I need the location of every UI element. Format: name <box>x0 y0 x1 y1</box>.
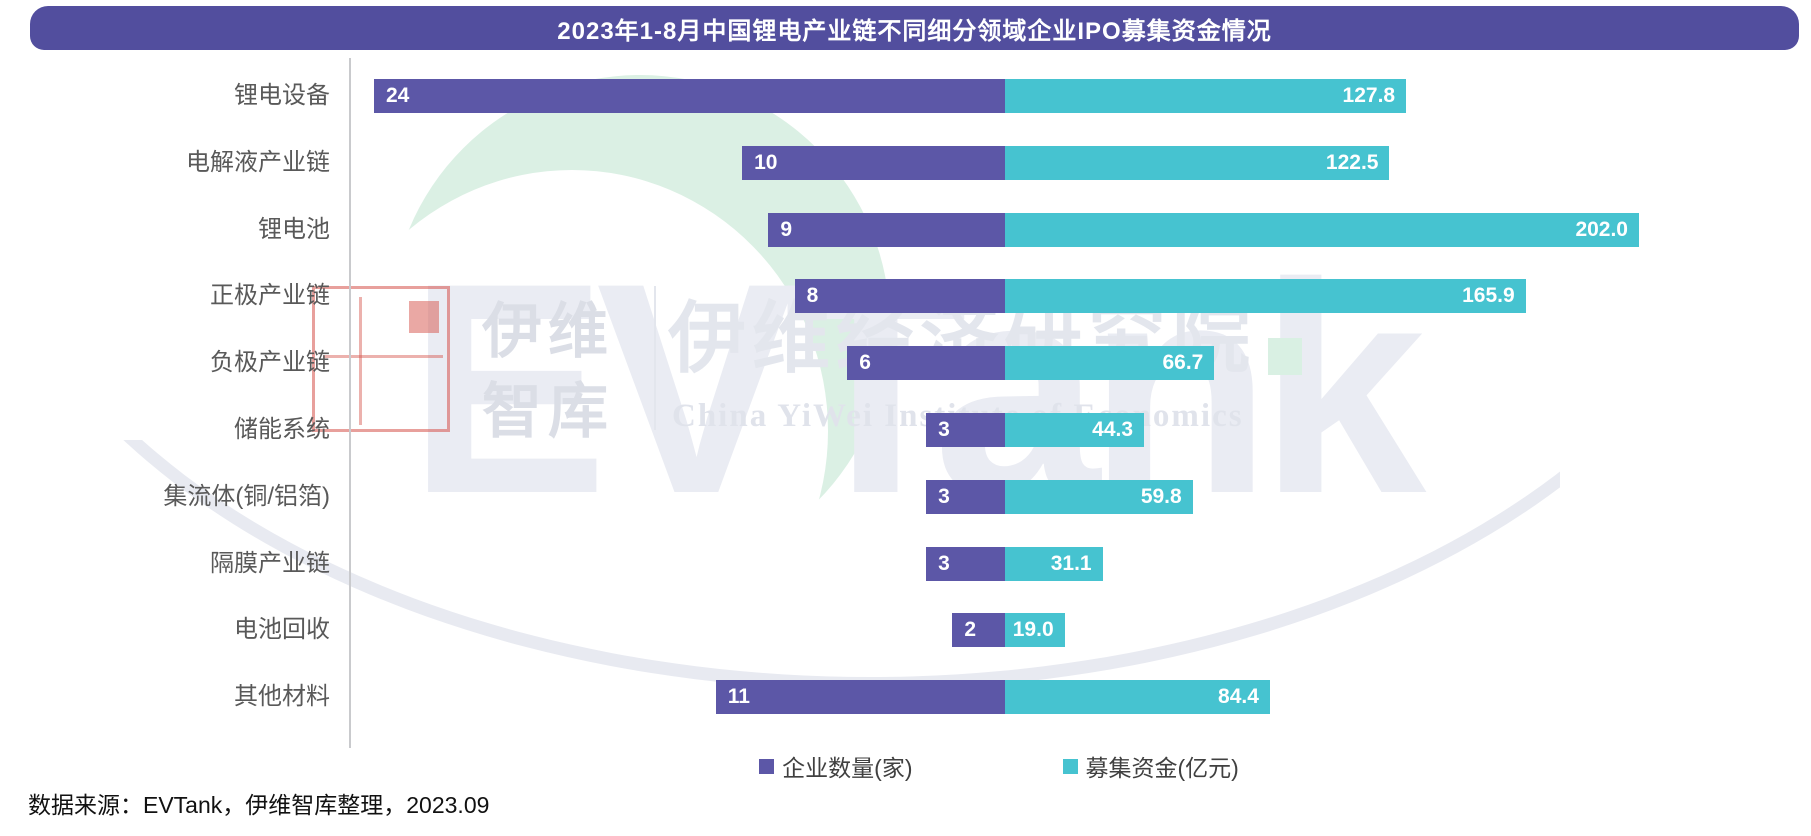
companies-bar-segment: 10 <box>742 145 1005 180</box>
category-label: 锂电池 <box>258 215 330 243</box>
watermark-divider-line <box>654 286 656 430</box>
funds-value-label: 44.3 <box>1092 418 1134 441</box>
category-label: 电池回收 <box>234 616 330 644</box>
companies-value-label: 24 <box>386 84 410 107</box>
category-label: 正极产业链 <box>210 282 330 310</box>
funds-value-label: 19.0 <box>1012 618 1054 642</box>
funds-bar-segment: 122.5 <box>1005 145 1390 180</box>
funds-value-label: 165.9 <box>1462 284 1515 308</box>
funds-value-label: 127.8 <box>1342 84 1396 107</box>
companies-legend-swatch <box>759 758 775 774</box>
companies-bar-segment: 3 <box>926 479 1005 514</box>
funds-bar-segment: 44.3 <box>1005 413 1145 447</box>
companies-value-label: 8 <box>806 284 819 308</box>
category-label: 电解液产业链 <box>186 148 330 176</box>
funds-bar-segment: 127.8 <box>1005 79 1407 113</box>
companies-value-label: 9 <box>780 217 793 241</box>
companies-bar-segment: 9 <box>768 212 1005 247</box>
companies-bar-segment: 3 <box>926 546 1005 581</box>
funds-bar-segment: 165.9 <box>1005 279 1526 314</box>
funds-value-label: 66.7 <box>1162 351 1204 375</box>
companies-value-label: 6 <box>859 351 871 375</box>
funds-legend-label: 募集资金(亿元) <box>1085 755 1239 781</box>
companies-bar-segment: 6 <box>847 346 1005 381</box>
legend-item-companies: 企业数量(家) <box>759 749 913 783</box>
watermark-zhiku-text: 智库 <box>482 378 614 445</box>
funds-legend-swatch <box>1062 758 1078 774</box>
watermark-red-seal-logo <box>312 286 450 432</box>
seal-red-square <box>409 301 439 333</box>
chart-title-banner: 2023年1-8月中国锂电产业链不同细分领域企业IPO募集资金情况 <box>30 6 1799 50</box>
companies-value-label: 3 <box>938 551 950 575</box>
chart-title: 2023年1-8月中国锂电产业链不同细分领域企业IPO募集资金情况 <box>557 17 1272 45</box>
funds-value-label: 84.4 <box>1218 685 1259 709</box>
funds-value-label: 59.8 <box>1140 484 1182 508</box>
chart-legend: 企业数量(家) 募集资金(亿元) <box>349 750 1649 782</box>
watermark-yiwei-text: 伊维 <box>482 298 614 365</box>
category-label: 储能系统 <box>234 416 330 443</box>
data-source-note: 数据来源：EVTank，伊维智库整理，2023.09 <box>28 792 490 818</box>
companies-bar-segment: 24 <box>374 79 1005 113</box>
funds-bar-segment: 66.7 <box>1005 346 1215 381</box>
seal-horizontal-line <box>323 355 443 358</box>
companies-value-label: 2 <box>964 618 977 642</box>
legend-item-funds: 募集资金(亿元) <box>1062 749 1239 783</box>
companies-legend-label: 企业数量(家) <box>782 755 913 781</box>
companies-value-label: 11 <box>727 685 750 709</box>
companies-bar-segment: 11 <box>715 680 1005 715</box>
companies-value-label: 10 <box>754 150 778 174</box>
category-label: 负极产业链 <box>210 349 330 377</box>
category-label: 锂电设备 <box>234 82 330 109</box>
category-label: 其他材料 <box>234 683 330 711</box>
category-axis-line <box>349 58 351 748</box>
funds-bar-segment: 31.1 <box>1005 546 1103 581</box>
funds-bar-segment: 84.4 <box>1005 680 1270 715</box>
funds-bar-segment: 59.8 <box>1005 479 1193 514</box>
companies-bar-segment: 8 <box>794 279 1005 314</box>
companies-value-label: 3 <box>938 484 950 508</box>
funds-bar-segment: 19.0 <box>1005 613 1065 648</box>
companies-value-label: 3 <box>938 418 950 441</box>
funds-bar-segment: 202.0 <box>1005 212 1639 247</box>
companies-bar-segment: 2 <box>952 613 1005 648</box>
funds-value-label: 31.1 <box>1050 551 1092 575</box>
funds-value-label: 202.0 <box>1575 217 1628 241</box>
watermark-green-square <box>1268 338 1302 375</box>
category-label: 隔膜产业链 <box>210 549 330 577</box>
companies-bar-segment: 3 <box>926 413 1005 447</box>
funds-value-label: 122.5 <box>1325 150 1379 174</box>
seal-vertical-line <box>359 297 362 425</box>
category-label: 集流体(铜/铝箔) <box>163 482 330 510</box>
